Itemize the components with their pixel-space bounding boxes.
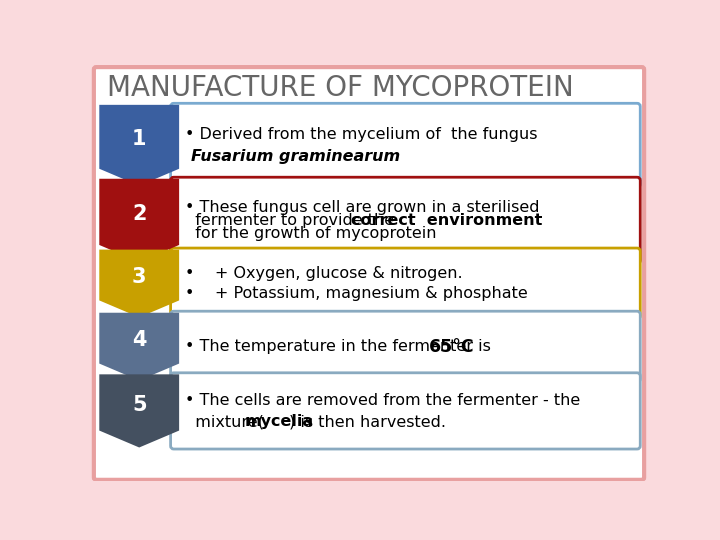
FancyBboxPatch shape xyxy=(171,177,640,264)
Polygon shape xyxy=(99,374,179,448)
Text: • Derived from the mycelium of  the fungus: • Derived from the mycelium of the fungu… xyxy=(184,127,537,142)
Polygon shape xyxy=(99,249,179,318)
Text: 1: 1 xyxy=(132,129,146,149)
FancyBboxPatch shape xyxy=(171,103,640,187)
FancyBboxPatch shape xyxy=(94,67,644,480)
Text: Fusarium graminearum: Fusarium graminearum xyxy=(191,148,400,164)
Text: 5: 5 xyxy=(132,395,147,415)
Text: ) is then harvested.: ) is then harvested. xyxy=(289,414,446,429)
Text: correct  environment: correct environment xyxy=(351,213,543,228)
FancyBboxPatch shape xyxy=(171,373,640,449)
Text: • The temperature in the fermenter is: • The temperature in the fermenter is xyxy=(184,339,495,354)
Text: MANUFACTURE OF MYCOPROTEIN: MANUFACTURE OF MYCOPROTEIN xyxy=(107,74,574,102)
Text: 4: 4 xyxy=(132,330,146,350)
Text: 3: 3 xyxy=(132,267,146,287)
FancyBboxPatch shape xyxy=(171,311,640,382)
Polygon shape xyxy=(99,313,179,381)
Text: fermenter to provide the: fermenter to provide the xyxy=(184,213,399,228)
Polygon shape xyxy=(99,179,179,262)
Text: mycelia: mycelia xyxy=(245,414,314,429)
Text: • The cells are removed from the fermenter - the: • The cells are removed from the ferment… xyxy=(184,393,580,408)
Text: •    + Potassium, magnesium & phosphate: • + Potassium, magnesium & phosphate xyxy=(184,286,527,301)
Text: for the growth of mycoprotein: for the growth of mycoprotein xyxy=(184,226,436,241)
Polygon shape xyxy=(99,105,179,186)
Text: •    + Oxygen, glucose & nitrogen.: • + Oxygen, glucose & nitrogen. xyxy=(184,266,462,281)
Text: mixture(: mixture( xyxy=(184,414,264,429)
FancyBboxPatch shape xyxy=(171,248,640,319)
Text: • These fungus cell are grown in a sterilised: • These fungus cell are grown in a steri… xyxy=(184,200,539,215)
Text: 2: 2 xyxy=(132,204,146,224)
Text: 65°C: 65°C xyxy=(428,338,474,356)
